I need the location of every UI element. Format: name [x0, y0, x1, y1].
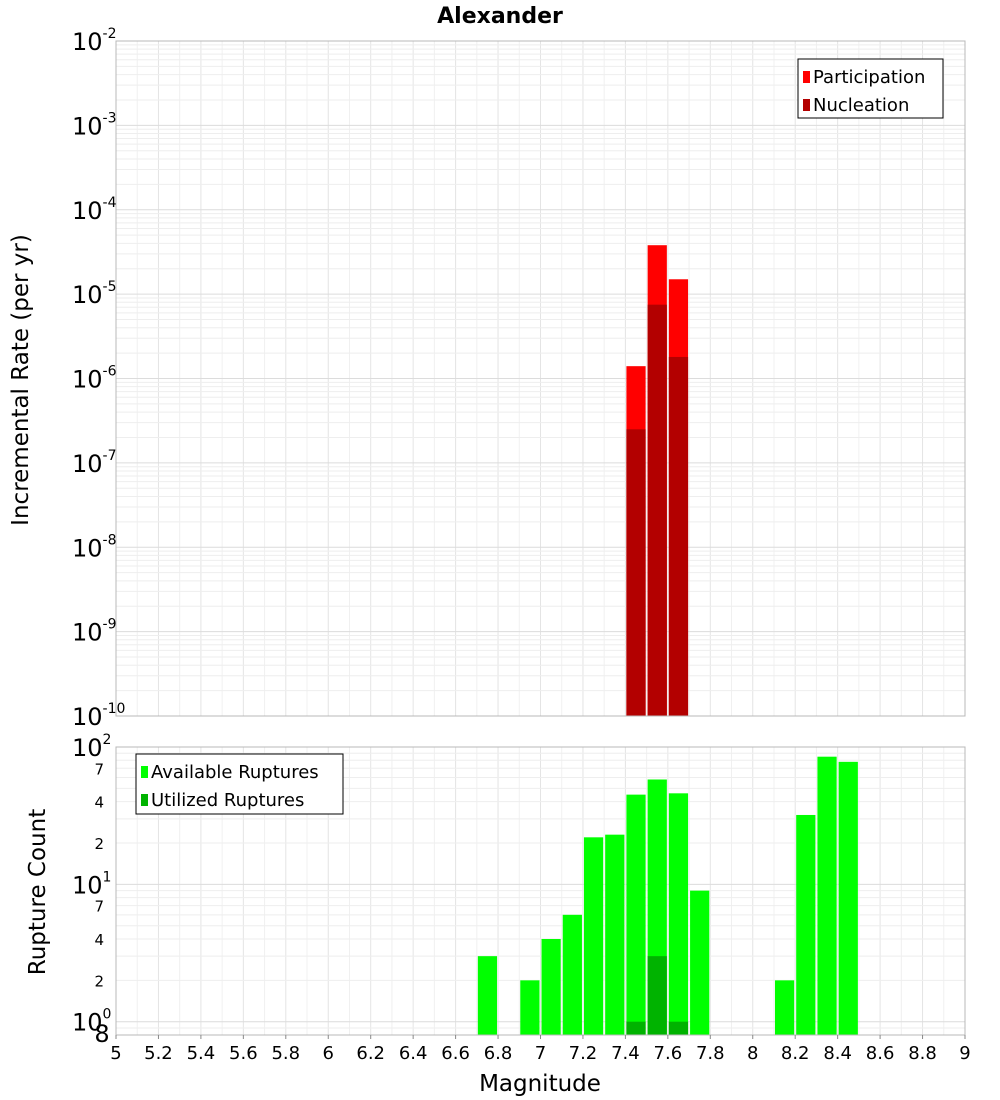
y-tick-exponent: 1 — [103, 869, 112, 885]
y-tick-exponent: -9 — [103, 617, 117, 633]
available-ruptures-bar — [690, 890, 710, 1035]
x-tick-label: 7.4 — [611, 1043, 640, 1064]
plot-frame — [115, 40, 966, 717]
x-tick-label: 5 — [110, 1043, 121, 1064]
x-tick-label: 8.6 — [866, 1043, 895, 1064]
x-tick-label: 6.4 — [399, 1043, 428, 1064]
nucleation-bar — [626, 429, 646, 716]
y-tick-exponent: -4 — [103, 195, 117, 211]
legend-label: Nucleation — [813, 95, 909, 116]
x-tick-label: 7.6 — [654, 1043, 683, 1064]
y-minor-tick-label: 7 — [94, 898, 104, 916]
available-ruptures-bar — [477, 956, 498, 1035]
legend-label: Available Ruptures — [151, 762, 319, 783]
y-minor-tick-label: 4 — [94, 794, 104, 812]
legend-swatch — [141, 766, 148, 778]
legend-swatch — [141, 794, 148, 806]
y-tick-label-rate: 10-3 — [72, 110, 117, 140]
x-tick-label: 5.2 — [144, 1043, 173, 1064]
y-tick-label-rate: 10-2 — [72, 26, 117, 56]
available-ruptures-bar — [838, 761, 858, 1035]
available-ruptures-bar — [668, 793, 689, 1035]
x-tick-label: 7.2 — [569, 1043, 598, 1064]
y-tick-exponent: -3 — [103, 110, 117, 126]
available-ruptures-bar — [796, 814, 816, 1035]
x-tick-label: 8 — [747, 1043, 758, 1064]
available-ruptures-bar — [562, 914, 582, 1035]
y-tick-label-rate: 10-9 — [72, 617, 117, 647]
legend-swatch — [803, 99, 810, 111]
available-ruptures-bar — [520, 980, 540, 1035]
y-minor-tick-label: 4 — [94, 931, 104, 949]
y-tick-exponent: -7 — [103, 448, 117, 464]
y-minor-tick-label: 2 — [94, 835, 104, 853]
y-tick-label-rate: 10-4 — [72, 195, 117, 225]
y-tick-exponent: -10 — [103, 701, 126, 717]
rate-plot: 10-10 10-9 10-8 10-7 10-6 10-5 10-4 10-3 10-2 Par… — [72, 26, 966, 731]
x-tick-label: 9 — [959, 1043, 970, 1064]
legend-label: Participation — [813, 67, 925, 88]
utilized-ruptures-bar — [626, 1021, 646, 1035]
x-tick-label: 7.8 — [696, 1043, 725, 1064]
legend-swatch — [803, 71, 810, 83]
available-ruptures-bar — [774, 980, 795, 1035]
y-tick-label-rate: 10-8 — [72, 532, 117, 562]
y-tick-label-bottom: 8 — [94, 1020, 109, 1048]
y-axis-label-count: Rupture Count — [25, 809, 51, 975]
legend-box — [797, 58, 944, 119]
y-tick-label-rate: 10-10 — [72, 701, 125, 731]
y-minor-tick-label: 2 — [94, 972, 104, 990]
y-tick-exponent: 0 — [103, 1007, 112, 1023]
y-tick-exponent: -6 — [103, 364, 117, 380]
utilized-ruptures-bar — [668, 1021, 689, 1035]
y-tick-exponent: -5 — [103, 279, 117, 295]
y-tick-exponent: -2 — [103, 26, 117, 42]
legend-box — [135, 753, 344, 815]
x-tick-label: 5.6 — [229, 1043, 258, 1064]
x-tick-label: 8.4 — [823, 1043, 852, 1064]
x-tick-label: 5.4 — [187, 1043, 216, 1064]
x-tick-label: 6.6 — [441, 1043, 470, 1064]
y-tick-label-rate: 10-7 — [72, 448, 117, 478]
available-ruptures-bar — [583, 837, 604, 1035]
y-tick-label-count: 102 — [72, 732, 111, 762]
available-ruptures-bar — [817, 756, 837, 1035]
nucleation-bar — [647, 304, 667, 716]
x-tick-label: 6.2 — [356, 1043, 385, 1064]
y-axis-label-rate: Incremental Rate (per yr) — [8, 234, 34, 526]
chart-title: Alexander — [437, 4, 563, 29]
x-tick-label: 6.8 — [484, 1043, 513, 1064]
utilized-ruptures-bar — [647, 956, 667, 1035]
x-tick-label: 8.2 — [781, 1043, 810, 1064]
available-ruptures-bar — [626, 794, 646, 1035]
x-axis-label: Magnitude — [479, 1071, 601, 1097]
nucleation-bar — [668, 356, 689, 716]
x-tick-label: 6 — [323, 1043, 334, 1064]
y-tick-label-rate: 10-6 — [72, 364, 117, 394]
y-tick-exponent: 2 — [103, 732, 112, 748]
y-tick-label-rate: 10-5 — [72, 279, 117, 309]
y-minor-tick-label: 7 — [94, 760, 104, 778]
x-tick-label: 5.8 — [271, 1043, 300, 1064]
y-tick-exponent: -8 — [103, 532, 117, 548]
x-tick-label: 7 — [535, 1043, 546, 1064]
available-ruptures-bar — [541, 939, 561, 1035]
legend-label: Utilized Ruptures — [151, 790, 304, 811]
x-tick-label: 8.8 — [908, 1043, 937, 1064]
y-tick-label-count: 101 — [72, 869, 111, 899]
available-ruptures-bar — [605, 834, 625, 1035]
